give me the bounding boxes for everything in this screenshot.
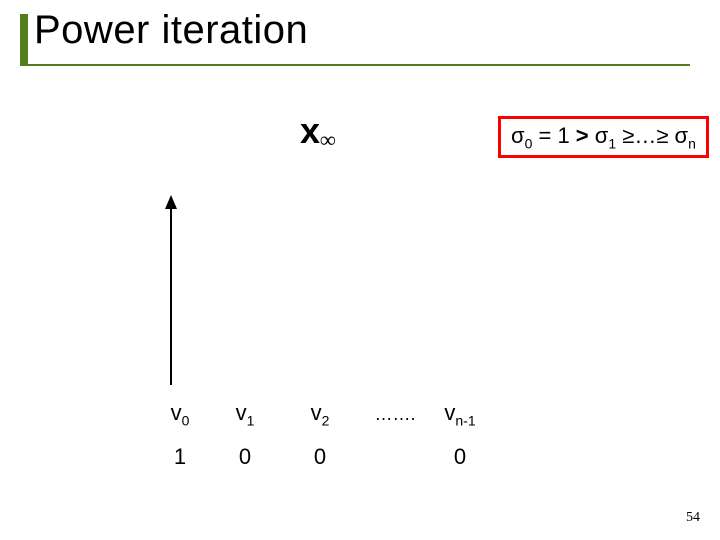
x-infinity-label: x∞ — [300, 110, 336, 153]
sigma-condition-box: σ0 = 1 > σ1 ≥…≥ σn — [498, 116, 709, 158]
infinity-sub: ∞ — [320, 127, 336, 152]
title-underline — [20, 64, 690, 66]
values-row: 1000 — [150, 444, 490, 470]
page-number: 54 — [686, 510, 700, 526]
val-0: 1 — [150, 444, 210, 470]
v1-label: v1 — [210, 400, 280, 428]
sigma0-sigma: σ — [511, 123, 525, 148]
v1-base: v — [236, 400, 247, 425]
sigma-ge: ≥…≥ — [616, 123, 674, 148]
sigma-eq: = 1 — [532, 123, 575, 148]
sigma1-sub: 1 — [608, 135, 616, 151]
val-1: 0 — [210, 444, 280, 470]
x-char: x — [300, 110, 320, 151]
slide-title: Power iteration — [20, 8, 308, 53]
v2-sub: 2 — [322, 412, 330, 428]
vn1-base: v — [444, 400, 455, 425]
val-4: 0 — [430, 444, 490, 470]
val-2: 0 — [280, 444, 360, 470]
v-dots: ……. — [360, 404, 430, 425]
vn1-label: vn-1 — [430, 400, 490, 428]
v2-base: v — [311, 400, 322, 425]
sigma-gt: > — [576, 123, 595, 148]
v-labels-row: v0v1v2…….vn-1 — [150, 400, 490, 428]
sigman-sigma: σ — [675, 123, 689, 148]
title-text: Power iteration — [20, 8, 308, 53]
v0-base: v — [171, 400, 182, 425]
sigma-condition-text: σ0 = 1 > σ1 ≥…≥ σn — [511, 123, 696, 148]
vn1-sub: n-1 — [455, 412, 475, 428]
sigman-sub: n — [688, 135, 696, 151]
sigma1-sigma: σ — [595, 123, 609, 148]
v0-label: v0 — [150, 400, 210, 428]
v2-label: v2 — [280, 400, 360, 428]
slide: Power iteration x∞ σ0 = 1 > σ1 ≥…≥ σn v0… — [0, 0, 720, 540]
arrow-head-icon — [165, 195, 177, 209]
v1-sub: 1 — [247, 412, 255, 428]
title-accent-bar — [20, 14, 28, 64]
v0-sub: 0 — [182, 412, 190, 428]
arrow-line — [170, 209, 172, 385]
